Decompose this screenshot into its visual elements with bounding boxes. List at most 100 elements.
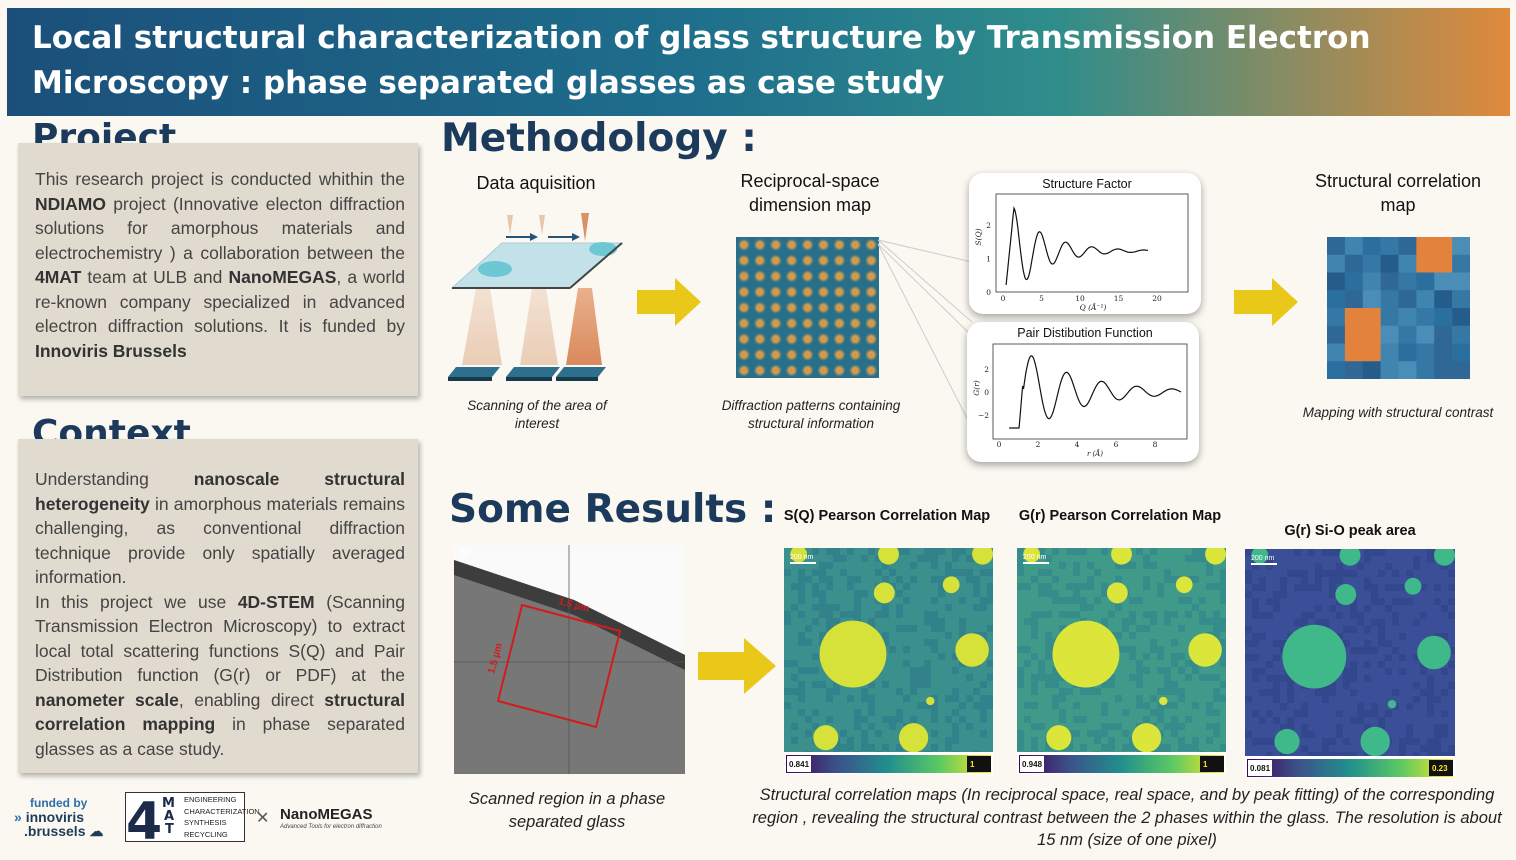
sq-xtick: 15 [1114,294,1124,303]
phase-domain [1417,635,1451,670]
correlation-cell [1344,325,1364,344]
phase-domain [1360,726,1390,757]
phase-domain [1404,577,1422,595]
phase-domain [1131,723,1162,753]
result-map-title: G(r) Si-O peak area [1284,523,1416,539]
result-map: S(Q) Pearson Correlation Map [784,507,994,526]
structure-factor-plot: 0 5 10 15 20 0 1 2 Q (Å⁻¹) S(Q) [974,193,1189,312]
context-text-segment: In this project we use [35,591,238,612]
phase-domain [1251,549,1269,564]
project-text-segment: 4MAT [35,267,82,287]
phase-domain [1111,548,1132,565]
phase-domain [878,548,899,565]
correlation-cell [1380,343,1399,362]
correlation-cell [1327,254,1346,273]
correlation-cell [1416,254,1435,273]
correlation-cell [1452,361,1470,379]
pdf-title: Pair Distibution Function [1017,326,1153,340]
correlation-cell [1362,325,1381,344]
result-map: G(r) Si-O peak area [1245,522,1455,541]
correlation-cell [1416,290,1435,309]
correlation-cell [1398,325,1417,344]
correlation-cell [1416,325,1435,344]
colorbar-max: 1 [1203,760,1208,769]
correlation-cell [1434,254,1453,273]
context-text: Understanding nanoscale structural heter… [35,467,405,761]
sq-xtick: 5 [1039,294,1044,303]
correlation-map-label: Structural correlation map [1314,171,1482,215]
correlation-cell [1362,343,1381,362]
correlation-cell [1416,237,1435,256]
correlation-cell [1398,237,1417,256]
project-text-segment: NDIAMO [35,193,106,214]
correlation-cell [1452,325,1470,344]
correlation-cell [1398,308,1417,327]
methodology-heading: Methodology : [441,116,757,161]
reciprocal-map-grid [736,237,879,378]
phase-domain [926,696,935,706]
gr-ylabel: G(r) [972,380,981,396]
phase-domain [955,633,989,667]
colorbar [1247,759,1453,777]
correlation-cell [1380,361,1399,379]
phase-domain [1387,700,1397,709]
results-heading: Some Results : [449,487,777,532]
correlation-cell [1434,361,1453,379]
correlation-map-grid [1327,237,1470,379]
context-panel: Understanding nanoscale structural heter… [18,439,418,773]
correlation-cell [1380,290,1399,309]
correlation-cell [1344,254,1364,273]
fourmat-line: CHARACTERIZATION [184,806,260,816]
nanomegas-name: NanoMEGAS [280,806,373,823]
phase-domain [1274,728,1300,755]
fourmat-lines: ENGINEERING CHARACTERIZATION SYNTHESIS RECY… [184,794,260,840]
context-text-segment: , enabling direct [178,689,325,710]
pdf-plot: 0 2 4 6 8 2 0 −2 r (Å) G(r) [972,343,1188,458]
phase-domain [819,620,887,688]
correlation-cell [1434,272,1453,291]
structure-factor-title: Structure Factor [1042,177,1132,191]
sq-ylabel: S(Q) [974,228,983,245]
correlation-cell [1380,254,1399,273]
correlation-cell [1362,272,1381,291]
fourmat-mark-icon: 4 M A T [126,793,184,841]
context-text-segment: structural correlation mapping [35,689,405,735]
correlation-map-caption: Mapping with structural contrast [1302,405,1494,420]
project-text-segment: NanoMEGAS [228,267,337,287]
phase-domain [873,582,895,604]
scale-bar-label: 200 nm [1023,554,1047,561]
phase-domain [1335,584,1357,606]
phase-domain [1434,549,1455,566]
correlation-cell [1362,308,1381,327]
phase-domain [1023,548,1040,563]
scale-bar-label: 200 nm [1251,555,1275,562]
sq-ytick: 0 [986,288,991,297]
correlation-cell [1327,290,1346,309]
results-caption: Structural correlation maps (In reciproc… [752,786,1502,849]
correlation-cell [1380,308,1399,327]
colorbar-min: 0.841 [789,760,810,769]
correlation-cell [1434,343,1453,362]
context-text-segment: (Scanning Transmission Electron Microsco… [35,591,405,686]
project-text-segment: Innoviris Brussels [35,340,187,361]
correlation-cell [1452,254,1470,273]
correlation-cell [1380,272,1399,291]
correlation-cell [1434,290,1453,309]
context-text-segment: nanoscale structural heterogeneity [35,469,405,514]
context-text-segment: nanometer scale [35,689,179,710]
correlation-cell [1434,308,1453,327]
fourmat-logo: 4 M A T ENGINEERING CHARACTERIZATION SYNTH… [125,792,260,842]
colorbar-min: 0.948 [1022,760,1043,769]
data-acquisition-label: Data aquisition [476,173,596,193]
project-text-segment: project (Innovative electon diffraction … [35,193,405,263]
innoviris-line1: innoviris [25,809,85,825]
funded-by-label: funded by [30,796,88,810]
scale-bar-label: 200 nm [790,554,814,561]
colorbar [1019,755,1224,773]
context-text-segment: in amorphous materials remains challengi… [35,493,405,588]
svg-text:A: A [164,809,174,824]
phase-domain [1175,576,1193,594]
colorbar [786,755,991,773]
sq-xtick: 20 [1152,294,1162,303]
phase-domain [1205,548,1226,565]
